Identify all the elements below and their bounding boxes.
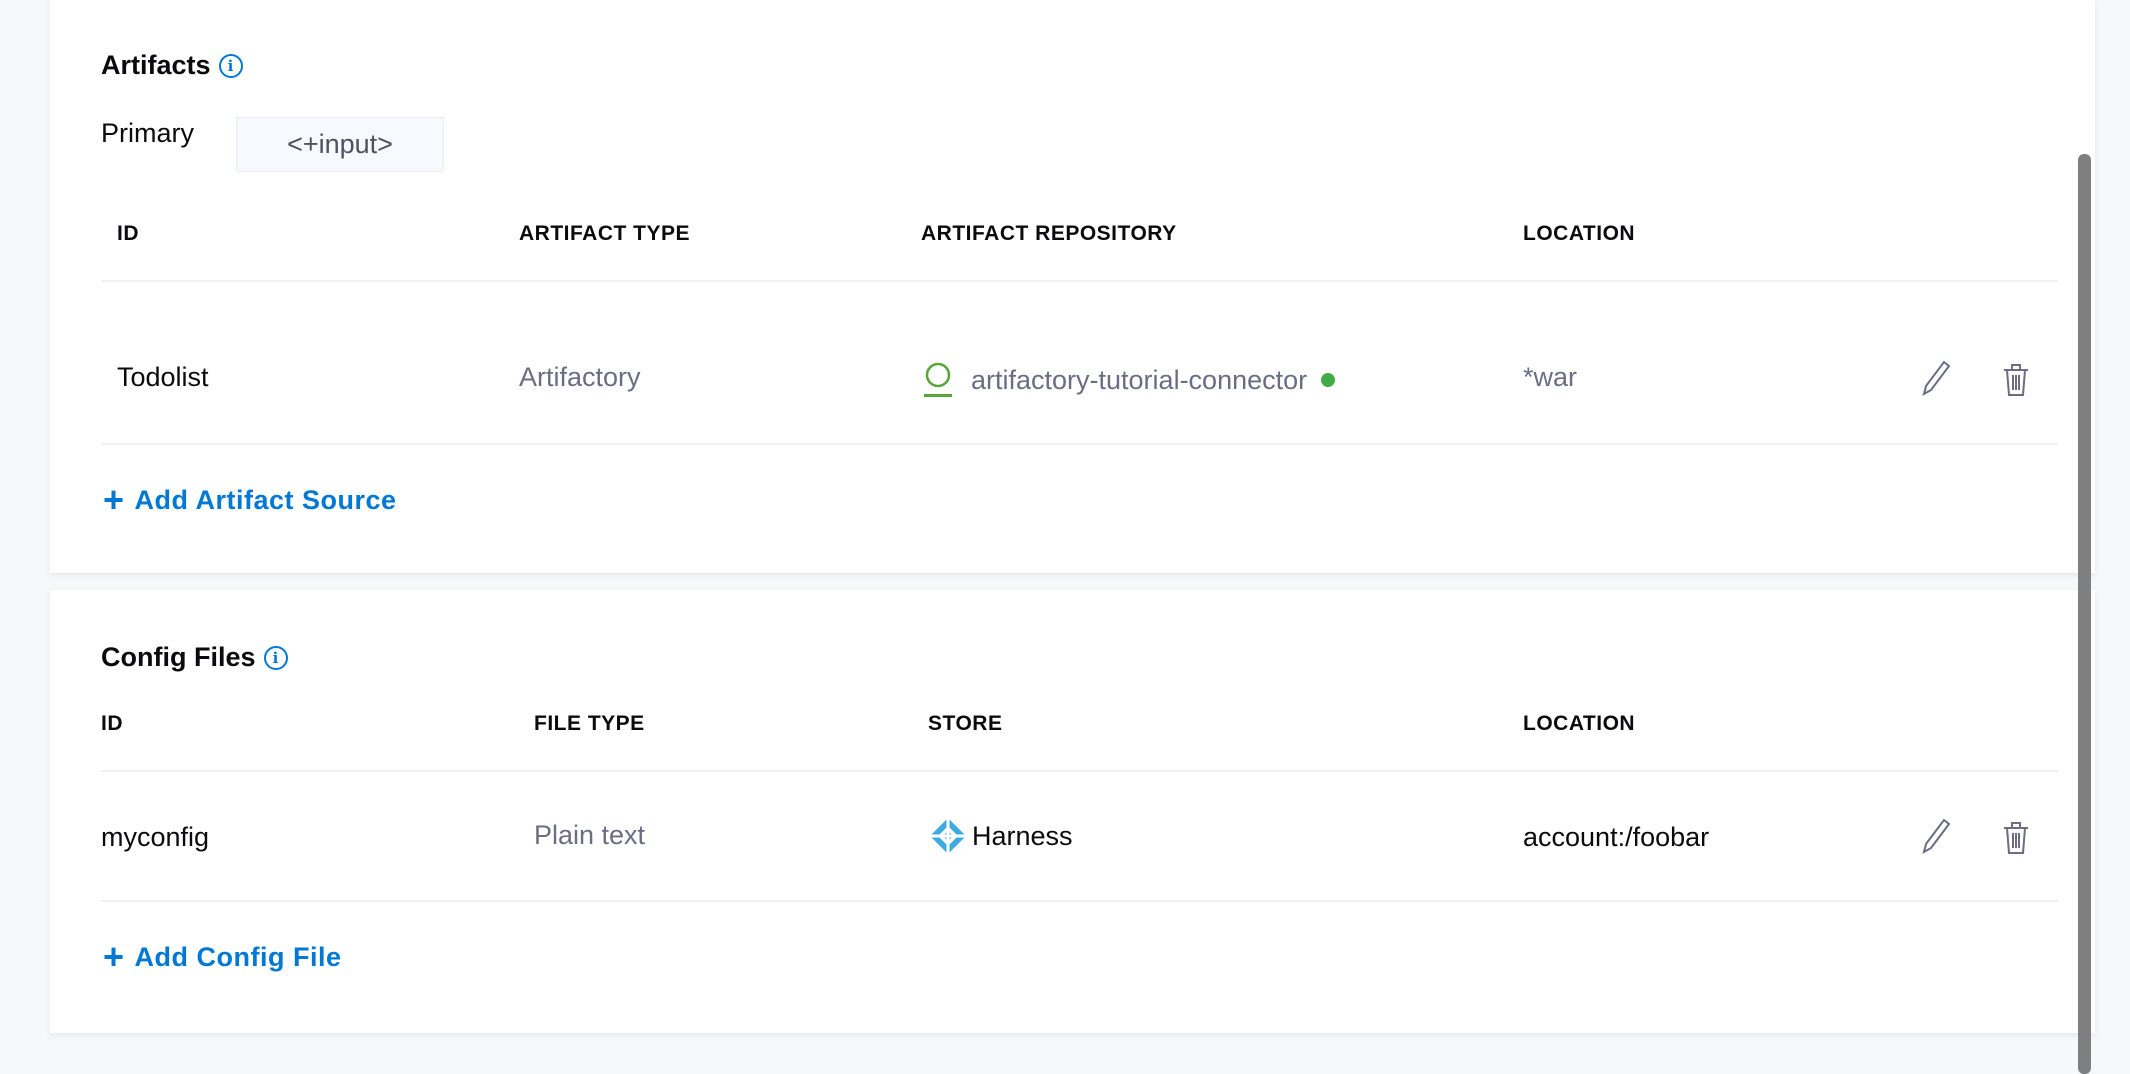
artifact-repository: artifactory-tutorial-connector [921, 360, 1336, 400]
info-icon[interactable]: i [263, 645, 288, 670]
artifactory-icon [924, 362, 952, 397]
primary-input[interactable]: <+input> [236, 117, 444, 172]
col-id: ID [117, 222, 139, 245]
col-location: LOCATION [1523, 712, 1636, 735]
artifacts-title: Artifacts i [101, 50, 243, 81]
artifact-id: Todolist [117, 362, 209, 392]
edit-icon[interactable] [1918, 358, 1954, 398]
edit-icon[interactable] [1918, 816, 1954, 856]
col-artifact-type: ARTIFACT TYPE [519, 222, 691, 245]
artifacts-heading: Artifacts [101, 50, 211, 80]
connected-status-dot [1321, 373, 1336, 387]
add-artifact-source-label: Add Artifact Source [134, 484, 397, 515]
config-files-card: Config Files i ID FILE TYPE STORE LOCATI… [50, 590, 2095, 1033]
trash-icon[interactable] [2000, 816, 2032, 856]
divider [101, 280, 2058, 282]
add-artifact-source-button[interactable]: + Add Artifact Source [103, 482, 397, 518]
harness-icon [930, 818, 966, 854]
divider [101, 770, 2058, 772]
artifact-type: Artifactory [519, 362, 641, 392]
config-store: Harness [928, 816, 1073, 856]
add-config-file-button[interactable]: + Add Config File [103, 939, 342, 975]
col-store: STORE [928, 712, 1003, 735]
config-location: account:/foobar [1523, 822, 1710, 852]
scrollbar[interactable] [2078, 154, 2091, 1074]
plus-icon: + [103, 936, 125, 977]
config-files-title: Config Files i [101, 642, 288, 673]
col-location: LOCATION [1523, 222, 1636, 245]
artifact-location: *war [1523, 362, 1578, 392]
col-id: ID [101, 712, 123, 735]
add-config-file-label: Add Config File [134, 941, 342, 972]
trash-icon[interactable] [2000, 358, 2032, 398]
config-file-type: Plain text [534, 820, 646, 850]
col-artifact-repository: ARTIFACT REPOSITORY [921, 222, 1177, 245]
primary-label: Primary [101, 118, 194, 148]
divider [101, 900, 2058, 902]
plus-icon: + [103, 479, 125, 520]
divider [101, 443, 2058, 445]
store-name: Harness [972, 820, 1073, 851]
config-id: myconfig [101, 822, 210, 852]
artifacts-card: Artifacts i Primary <+input> ID ARTIFACT… [50, 0, 2095, 573]
repository-name: artifactory-tutorial-connector [971, 364, 1308, 395]
config-files-heading: Config Files [101, 642, 256, 672]
info-icon[interactable]: i [218, 53, 243, 78]
col-file-type: FILE TYPE [534, 712, 645, 735]
